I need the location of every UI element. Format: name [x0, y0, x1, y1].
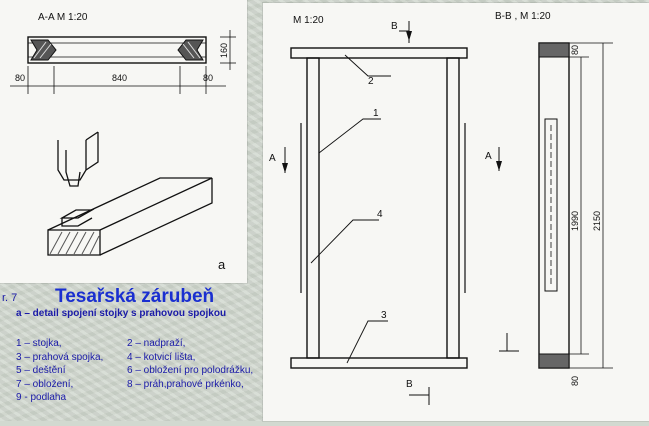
elevation-scale-label: M 1:20 [293, 15, 324, 26]
dim-inner: 1990 [570, 211, 580, 231]
figure-title: Tesařská zárubeň [55, 286, 215, 307]
section-bb-sill-hatch [538, 353, 570, 369]
legend-item: 1 – stojka, [16, 338, 62, 349]
section-bb-profile [538, 42, 570, 369]
section-aa-drawing: A-A M 1:20 160 80 840 80 [10, 12, 236, 272]
figure-caption: r. 7 Tesařská zárubeň a – detail spojení… [0, 286, 264, 421]
part-label-1: 1 [373, 108, 379, 119]
legend-row: 5 – deštění 6 – obložení pro polodrážku, [16, 364, 264, 378]
sill-detail [47, 177, 213, 256]
detail-letter: a [218, 257, 226, 272]
dim-height: 160 [219, 43, 229, 58]
marker-a-left: A [269, 153, 276, 164]
figure-number: r. 7 [2, 292, 18, 304]
legend-row: 3 – prahová spojka, 4 – kotvicí lišta, [16, 351, 264, 365]
dim-middle: 840 [112, 73, 127, 83]
part-label-3: 3 [381, 310, 387, 321]
sill-end-hatch [49, 231, 100, 255]
dim-right: 80 [203, 73, 213, 83]
legend: 1 – stojka, 2 – nadpraží, 3 – prahová sp… [16, 337, 264, 405]
section-aa-label: A-A M 1:20 [38, 12, 88, 23]
legend-row: 1 – stojka, 2 – nadpraží, [16, 337, 264, 351]
section-bb-head-hatch [538, 42, 570, 58]
elevation-drawing-panel: M 1:20 B-B , M 1:20 B 2 1 4 3 A A [263, 3, 649, 421]
legend-item: 9 - podlaha [16, 392, 67, 403]
section-bb-label: B-B , M 1:20 [495, 11, 551, 22]
left-jamb-hatched [30, 39, 57, 61]
legend-item: 7 – obložení, [16, 378, 74, 390]
figure-subtitle: a – detail spojení stojky s prahovou spo… [16, 308, 227, 319]
legend-row: 7 – obložení, 8 – práh,prahové prkénko, [16, 378, 264, 392]
dim-top: 80 [570, 45, 580, 55]
legend-item: 8 – práh,prahové prkénko, [127, 378, 244, 390]
marker-a-right: A [485, 151, 492, 162]
legend-item: 6 – obložení pro polodrážku, [127, 365, 254, 376]
right-jamb-hatched [177, 39, 204, 61]
legend-item: 5 – deštění [16, 365, 66, 376]
legend-item: 2 – nadpraží, [127, 338, 186, 349]
dim-total: 2150 [592, 211, 602, 231]
floor-symbol [499, 333, 519, 352]
legend-row: 9 - podlaha [16, 391, 264, 405]
part-label-2: 2 [368, 76, 374, 87]
dim-bottom: 80 [570, 376, 580, 386]
sill-member [290, 357, 468, 369]
right-jamb [446, 57, 460, 359]
section-aa-drawing-panel: A-A M 1:20 160 80 840 80 [0, 0, 247, 283]
marker-b-bottom: B [406, 379, 413, 390]
anchor-strip [544, 118, 558, 292]
part-label-4: 4 [377, 209, 383, 220]
beam-section [27, 36, 207, 64]
marker-b-top: B [391, 21, 398, 32]
legend-item: 3 – prahová spojka, [16, 351, 104, 363]
dim-left: 80 [15, 73, 25, 83]
head-member [290, 47, 468, 59]
legend-item: 4 – kotvicí lišta, [127, 351, 196, 363]
left-jamb [306, 57, 320, 359]
post-detail [57, 131, 99, 187]
elevation-drawing: M 1:20 B-B , M 1:20 B 2 1 4 3 A A [269, 11, 613, 405]
